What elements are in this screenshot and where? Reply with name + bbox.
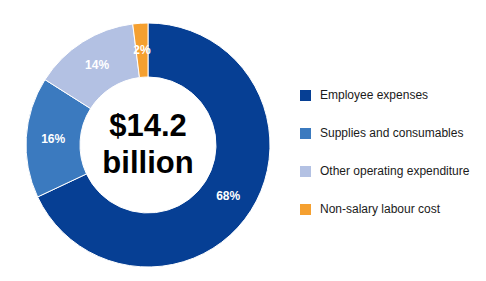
svg-text:68%: 68% <box>216 189 240 203</box>
svg-text:14%: 14% <box>85 58 109 72</box>
html-text:Other operating expenditure: Other operating expenditure <box>320 164 470 178</box>
html-text:$14.2: $14.2 <box>109 108 187 143</box>
html-text:Non-salary labour cost: Non-salary labour cost <box>320 202 441 216</box>
svg-text:16%: 16% <box>41 132 65 146</box>
html-text:Employee expenses: Employee expenses <box>320 88 429 102</box>
html-text:billion: billion <box>102 145 194 180</box>
html-text:Supplies and consumables: Supplies and consumables <box>320 126 464 140</box>
svg-text:2%: 2% <box>133 43 151 57</box>
